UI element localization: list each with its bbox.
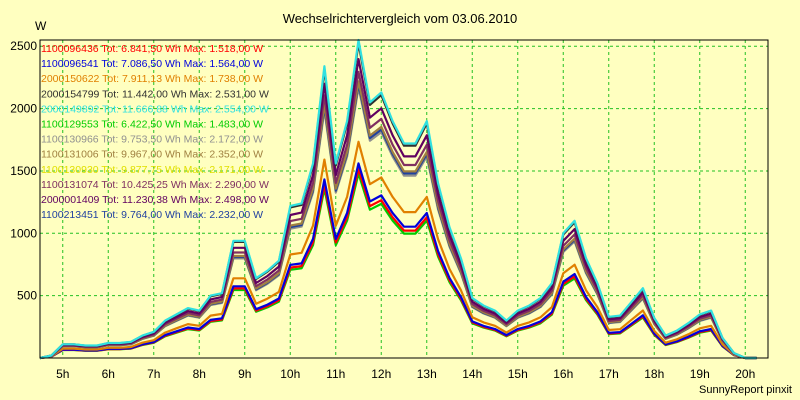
series-line-2000150622 [39,140,757,360]
series-line-2000001409 [39,57,757,360]
x-tick-label: 11h [326,367,345,381]
legend-entry-2000001409: 2000001409 Tot: 11.230,38 Wh Max: 2.498,… [41,194,269,206]
legend-entry-1100130930: 1100130930 Tot: 9.877,75 Wh Max: 2.171,0… [41,164,263,176]
legend: 1100096436 Tot: 6.841,50 Wh Max: 1.518,0… [41,43,269,221]
x-tick-label: 10h [280,367,300,381]
y-tick-label: 1500 [10,164,37,178]
y-tick-label: 1000 [10,226,37,240]
legend-entry-2000149892: 2000149892 Tot: 11.666,88 Wh Max: 2.554,… [41,103,269,115]
plot-frame [39,39,769,359]
series-line-2000149892 [39,38,757,360]
x-tick-label: 18h [644,367,664,381]
x-tick-label: 9h [238,367,251,381]
legend-entry-1100130966: 1100130966 Tot: 9.753,50 Wh Max: 2.172,0… [41,134,263,146]
x-tick-label: 14h [462,367,482,381]
legend-entry-1100129553: 1100129553 Tot: 6.422,50 Wh Max: 1.483,0… [41,119,263,131]
series-lines [39,38,757,360]
x-tick-label: 16h [553,367,573,381]
x-tick-label: 19h [690,367,710,381]
legend-entry-1100131006: 1100131006 Tot: 9.967,00 Wh Max: 2.352,0… [41,149,263,161]
x-tick-label: 8h [193,367,206,381]
x-tick-label: 15h [508,367,528,381]
legend-entry-1100096541: 1100096541 Tot: 7.086,50 Wh Max: 1.564,0… [41,58,263,70]
legend-entry-2000154799: 2000154799 Tot: 11.442,00 Wh Max: 2.531,… [41,88,269,100]
x-tick-label: 13h [417,367,437,381]
x-tick-label: 6h [102,367,115,381]
y-tick-label: 2000 [10,102,37,116]
legend-entry-1100131074: 1100131074 Tot: 10.425,25 Wh Max: 2.290,… [41,179,269,191]
series-line-1100096541 [39,162,757,360]
x-tick-label: 20h [735,367,755,381]
axes: 5h 6h 7h 8h 9h 10h 11h 12h 13h 14h 15h 16h 17h 18h 19h… [10,39,769,381]
footer-credit: SunnyReport pinxit [699,384,792,396]
y-tick-label: 2500 [10,39,37,53]
legend-entry-1100096436: 1100096436 Tot: 6.841,50 Wh Max: 1.518,0… [41,43,263,55]
y-tick-label: 500 [17,289,37,303]
x-tick-label: 17h [599,367,619,381]
x-tick-label: 7h [147,367,160,381]
legend-entry-1100213451: 1100213451 Tot: 9.764,00 Wh Max: 2.232,0… [41,209,263,221]
chart-title: Wechselrichtervergleich vom 03.06.2010 [283,11,518,26]
x-tick-label: 5h [56,367,69,381]
legend-entry-2000150622: 2000150622 Tot: 7.911,13 Wh Max: 1.738,0… [41,73,263,85]
y-axis-label: W [35,19,47,33]
x-tick-label: 12h [371,367,391,381]
